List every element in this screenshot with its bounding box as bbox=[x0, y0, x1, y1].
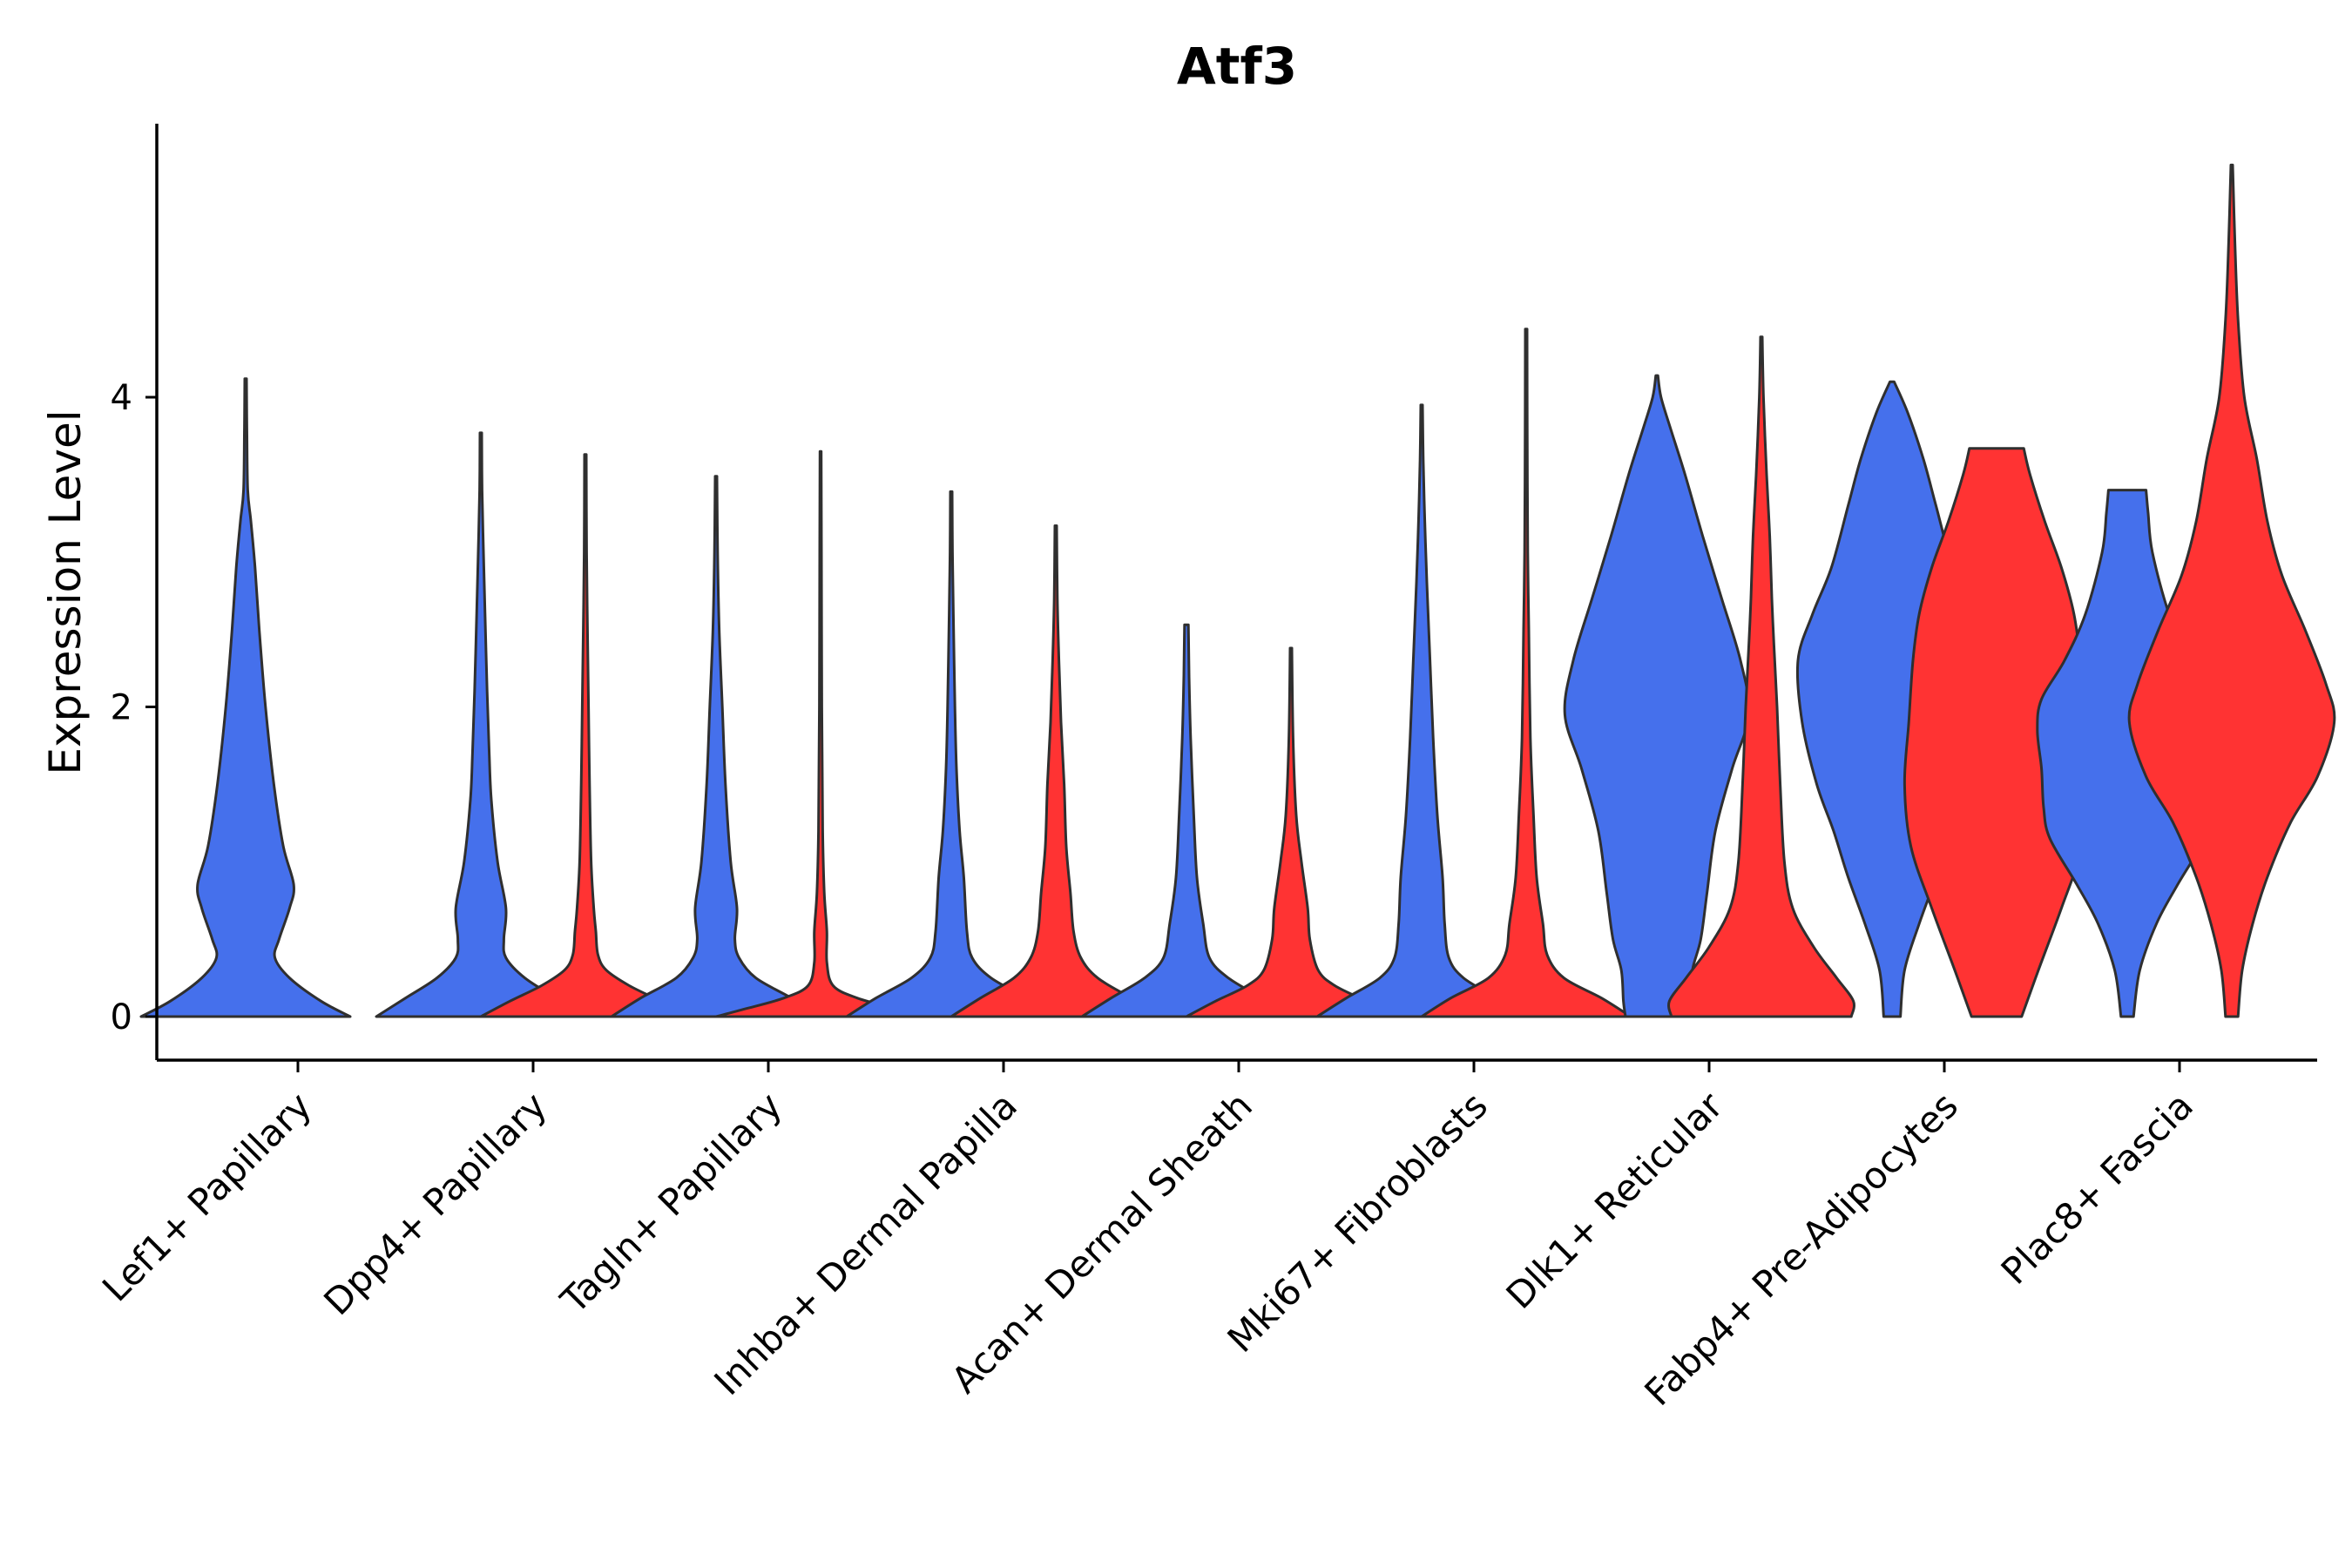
violin-inhba-dermal-papilla-group-1 bbox=[845, 490, 1058, 1018]
category-label: Mki67+ Fibroblasts bbox=[1220, 1084, 1496, 1360]
violin-tagln-papillary-group-2 bbox=[714, 449, 927, 1018]
category-label: Tagln+ Papillary bbox=[552, 1084, 790, 1321]
category-label: Lef1+ Papillary bbox=[94, 1084, 320, 1309]
violin-acan-dermal-sheath-group-1 bbox=[1080, 623, 1293, 1018]
y-ticks: 0 2 4 bbox=[111, 378, 157, 1037]
chart-title: Atf3 bbox=[1177, 37, 1297, 96]
y-tick-label: 4 bbox=[111, 378, 132, 418]
category-label: Plac8+ Fascia bbox=[1993, 1084, 2201, 1292]
y-tick-label: 2 bbox=[111, 688, 132, 728]
violin-lef1-papillary-group-1 bbox=[139, 377, 352, 1018]
violin-dlk1-reticular-group-1 bbox=[1563, 374, 1751, 1018]
y-tick-label: 0 bbox=[111, 997, 132, 1037]
violin-mki67-fibroblasts-group-2 bbox=[1420, 328, 1632, 1018]
violin-dpp4-papillary-group-1 bbox=[375, 431, 587, 1018]
violin-dpp4-papillary-group-2 bbox=[479, 453, 692, 1018]
category-label: Dpp4+ Papillary bbox=[315, 1084, 555, 1323]
axes bbox=[155, 124, 2317, 1062]
violin-plac8-fascia-group-2 bbox=[2127, 163, 2336, 1018]
y-axis-label: Expression Level bbox=[40, 409, 91, 774]
violin-tagln-papillary-group-1 bbox=[610, 475, 822, 1018]
violin-mki67-fibroblasts-group-1 bbox=[1315, 403, 1528, 1018]
violin-acan-dermal-sheath-group-2 bbox=[1185, 646, 1397, 1018]
category-label: Dlk1+ Reticular bbox=[1498, 1084, 1732, 1317]
violin-group bbox=[139, 163, 2336, 1018]
violin-inhba-dermal-papilla-group-2 bbox=[950, 524, 1162, 1018]
violin-dlk1-reticular-group-2 bbox=[1667, 335, 1855, 1018]
